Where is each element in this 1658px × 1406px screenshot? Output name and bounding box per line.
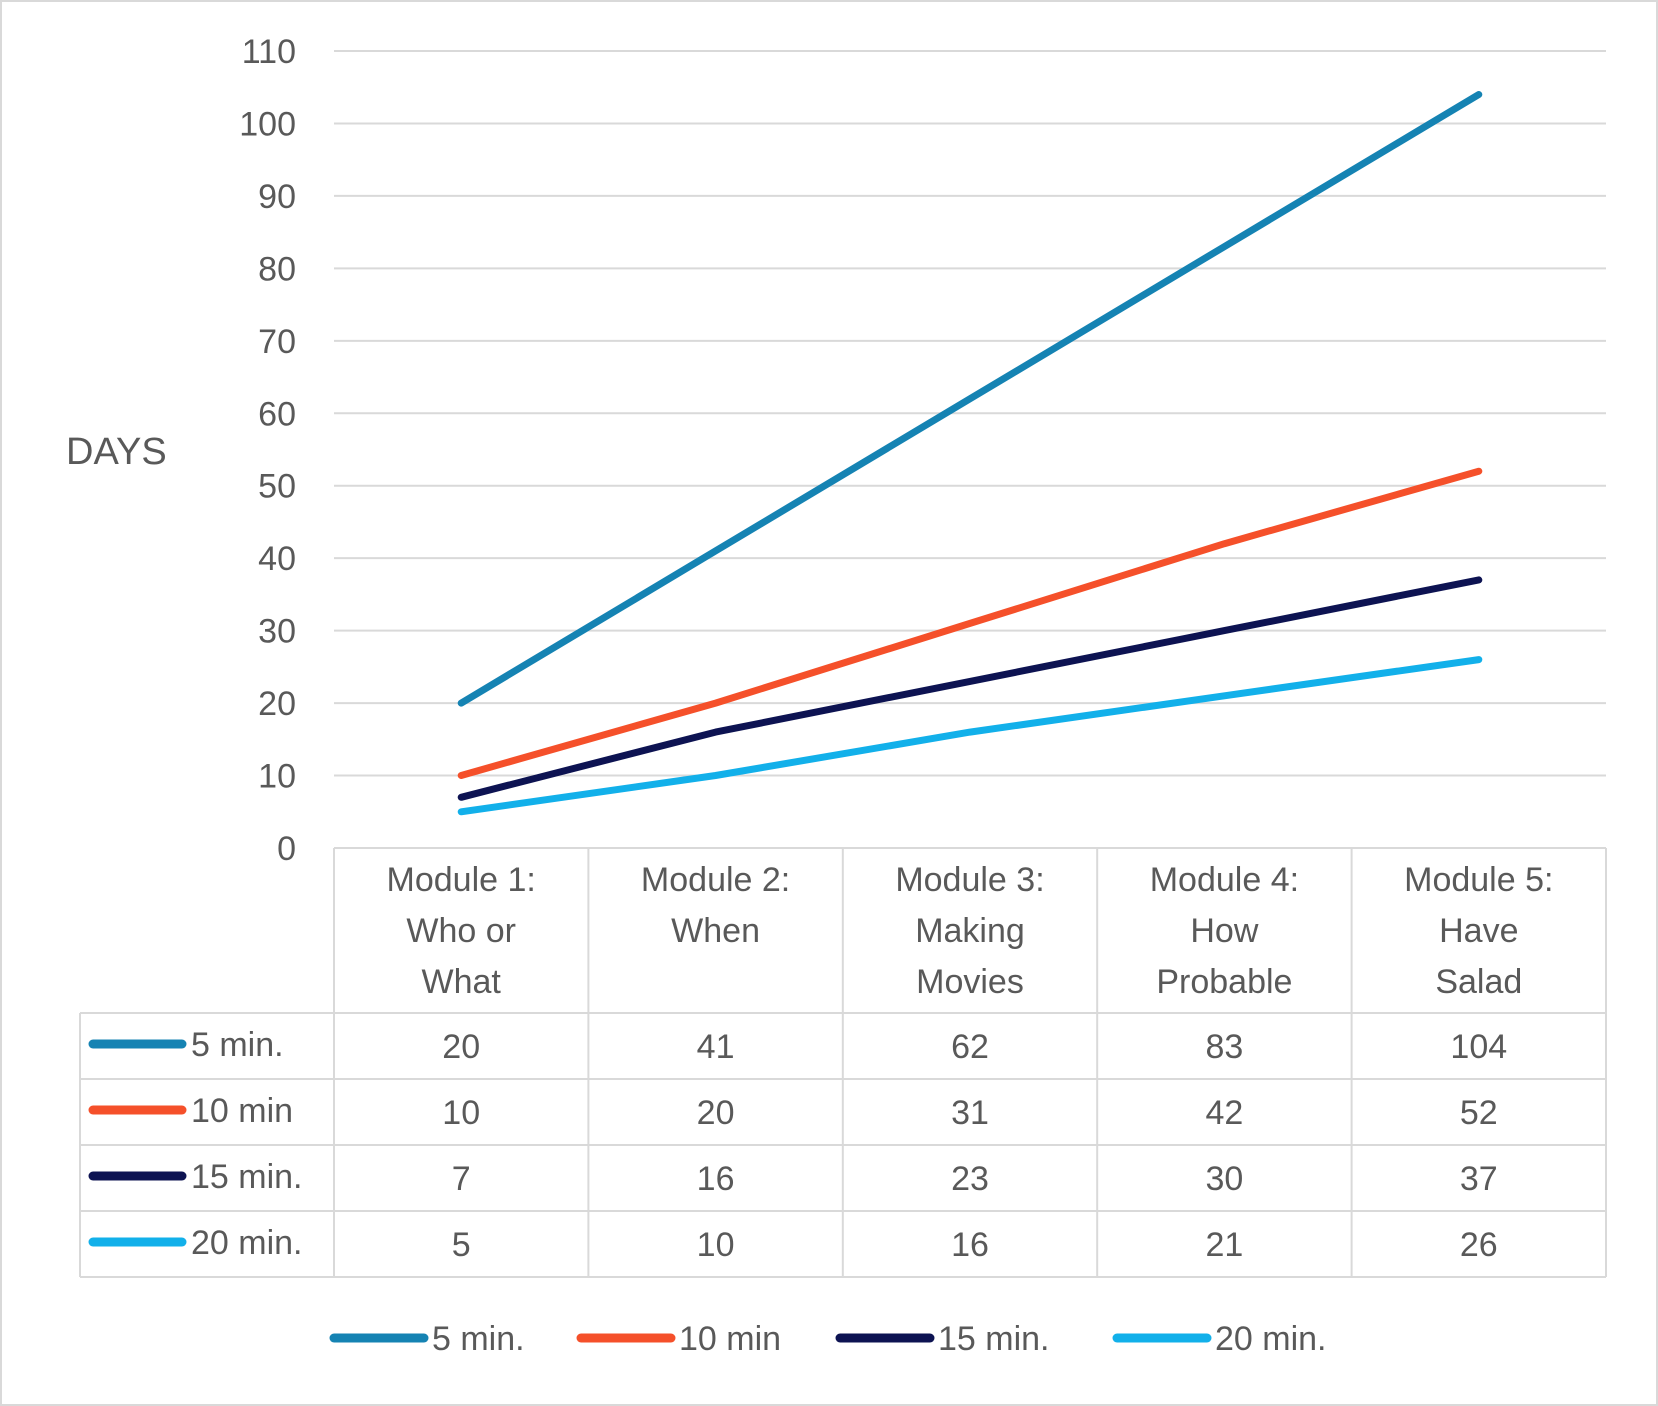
table-row-label-3: 15 min. bbox=[191, 1158, 303, 1196]
table-cell-s4-c2: 10 bbox=[697, 1226, 735, 1264]
y-tick-label-0: 0 bbox=[277, 830, 296, 868]
y-tick-label-100: 100 bbox=[239, 105, 296, 143]
table-cell-s4-c3: 16 bbox=[951, 1226, 989, 1264]
table-cell-s4-c5: 26 bbox=[1460, 1226, 1498, 1264]
table-cell-s2-c1: 10 bbox=[442, 1094, 480, 1132]
y-tick-label-80: 80 bbox=[258, 250, 296, 288]
y-tick-label-30: 30 bbox=[258, 613, 296, 651]
table-cell-s1-c2: 41 bbox=[697, 1028, 735, 1066]
table-row-label-1: 5 min. bbox=[191, 1026, 284, 1064]
table-cell-s1-c5: 104 bbox=[1450, 1028, 1507, 1066]
legend-label-3: 15 min. bbox=[938, 1320, 1050, 1358]
category-label-5-line-2: Have bbox=[1439, 912, 1518, 950]
table-cell-s4-c1: 5 bbox=[452, 1226, 471, 1264]
legend-label-4: 20 min. bbox=[1215, 1320, 1327, 1358]
category-label-1-line-3: What bbox=[422, 963, 502, 1001]
table-cell-s3-c3: 23 bbox=[951, 1160, 989, 1198]
category-label-3-line-1: Module 3: bbox=[895, 861, 1044, 899]
category-label-4-line-3: Probable bbox=[1156, 963, 1292, 1001]
category-label-3-line-2: Making bbox=[915, 912, 1025, 950]
table-cell-s2-c3: 31 bbox=[951, 1094, 989, 1132]
table-cell-s2-c2: 20 bbox=[697, 1094, 735, 1132]
category-label-1-line-1: Module 1: bbox=[387, 861, 536, 899]
y-tick-label-110: 110 bbox=[242, 33, 296, 71]
category-label-5-line-3: Salad bbox=[1435, 963, 1522, 1001]
category-label-3-line-3: Movies bbox=[916, 963, 1024, 1001]
table-cell-s3-c4: 30 bbox=[1205, 1160, 1243, 1198]
table-cell-s1-c3: 62 bbox=[951, 1028, 989, 1066]
table-cell-s2-c4: 42 bbox=[1205, 1094, 1243, 1132]
category-label-4-line-1: Module 4: bbox=[1150, 861, 1299, 899]
y-axis-title: DAYS bbox=[66, 431, 167, 473]
y-tick-label-40: 40 bbox=[258, 540, 296, 578]
table-cell-s1-c4: 83 bbox=[1205, 1028, 1243, 1066]
y-tick-label-50: 50 bbox=[258, 468, 296, 506]
y-tick-label-20: 20 bbox=[258, 685, 296, 723]
table-cell-s4-c4: 21 bbox=[1205, 1226, 1243, 1264]
legend-label-2: 10 min bbox=[679, 1320, 781, 1358]
y-tick-label-70: 70 bbox=[258, 323, 296, 361]
y-tick-label-90: 90 bbox=[258, 178, 296, 216]
table-cell-s3-c1: 7 bbox=[452, 1160, 471, 1198]
y-tick-label-10: 10 bbox=[258, 758, 296, 796]
table-cell-s2-c5: 52 bbox=[1460, 1094, 1498, 1132]
legend-label-1: 5 min. bbox=[432, 1320, 525, 1358]
table-cell-s3-c5: 37 bbox=[1460, 1160, 1498, 1198]
category-label-5-line-1: Module 5: bbox=[1404, 861, 1553, 899]
table-row-label-4: 20 min. bbox=[191, 1224, 303, 1262]
table-cell-s1-c1: 20 bbox=[442, 1028, 480, 1066]
category-label-2-line-1: Module 2: bbox=[641, 861, 790, 899]
y-tick-label-60: 60 bbox=[258, 395, 296, 433]
category-label-1-line-2: Who or bbox=[406, 912, 516, 950]
table-cell-s3-c2: 16 bbox=[697, 1160, 735, 1198]
category-label-2-line-2: When bbox=[671, 912, 760, 950]
table-row-label-2: 10 min bbox=[191, 1092, 293, 1130]
category-label-4-line-2: How bbox=[1190, 912, 1258, 950]
